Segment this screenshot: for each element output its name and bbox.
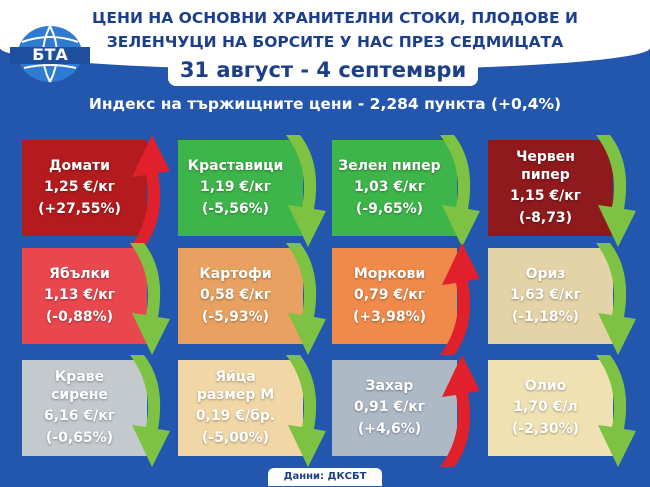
card-price: 0,91 €/кг <box>353 399 426 416</box>
card-price: 1,25 €/кг <box>43 179 116 196</box>
card: Картофи 0,58 €/кг (-5,93%) <box>178 248 303 344</box>
card-price: 0,19 €/бр. <box>195 408 276 424</box>
card-price: 6,16 €/кг <box>43 408 116 424</box>
title-line: ЦЕНИ НА ОСНОВНИ ХРАНИТЕЛНИ СТОКИ, ПЛОДОВ… <box>92 9 578 27</box>
arrow-up <box>440 355 480 467</box>
card-name: Моркови <box>353 265 426 282</box>
card-price: 1,15 €/кг <box>509 188 582 204</box>
card: Червен пипер 1,15 €/кг (-8,73) <box>488 140 613 236</box>
title-line: ЗЕЛЕНЧУЦИ НА БОРСИТЕ У НАС ПРЕЗ СЕДМИЦАТ… <box>106 33 564 51</box>
card-price: 1,63 €/кг <box>509 287 582 304</box>
card-name: Захар <box>365 377 414 394</box>
arrow-down <box>130 243 170 355</box>
card-change: (-2,30%) <box>511 420 580 437</box>
card-price: 1,03 €/кг <box>353 179 426 196</box>
arrow-down <box>130 355 170 467</box>
card: Моркови 0,79 €/кг (+3,98%) <box>332 248 457 344</box>
card-name: Олио <box>524 377 567 394</box>
card-change: (+4,6%) <box>357 420 422 437</box>
card: Зелен пипер 1,03 €/кг (-9,65%) <box>332 140 457 236</box>
card-change: (-9,65%) <box>355 200 424 217</box>
index: Индекс на тържищните цени - 2,284 пункта… <box>88 95 562 113</box>
arrow-down <box>286 243 326 355</box>
card-name: Зелен пипер <box>338 157 441 174</box>
card-name: Картофи <box>199 265 272 282</box>
arrow-down <box>286 135 326 247</box>
card-price: 1,19 €/кг <box>199 179 272 196</box>
card-name: Яйца размер М <box>196 369 275 403</box>
card-price: 0,58 €/кг <box>199 287 272 304</box>
card-change: (+27,55%) <box>38 200 121 217</box>
card-price: 1,13 €/кг <box>43 287 116 304</box>
arrow-down <box>596 355 636 467</box>
card-name: Ориз <box>525 265 566 282</box>
card-change: (-5,93%) <box>201 308 270 325</box>
arrow-down <box>596 243 636 355</box>
logo: БТА <box>10 25 90 83</box>
card: Яйца размер М 0,19 €/бр. (-5,00%) <box>178 360 303 456</box>
card: Краве сирене 6,16 €/кг (-0,65%) <box>22 360 147 456</box>
card: Олио 1,70 €/л (-2,30%) <box>488 360 613 456</box>
arrow-up <box>440 243 480 355</box>
card-change: (-1,18%) <box>511 308 580 325</box>
card-change: (-0,65%) <box>45 429 114 446</box>
card-name: Краставици <box>187 157 284 174</box>
card-change: (-0,88%) <box>45 308 114 325</box>
card: Захар 0,91 €/кг (+4,6%) <box>332 360 457 456</box>
card-name: Червен пипер <box>516 149 575 183</box>
arrow-down <box>286 355 326 467</box>
arrow-down <box>440 135 480 247</box>
card-name: Домати <box>49 157 110 174</box>
arrow-down <box>596 135 636 247</box>
card-change: (-8,73) <box>518 209 573 226</box>
card-change: (+3,98%) <box>352 308 427 325</box>
card: Домати 1,25 €/кг (+27,55%) <box>22 140 147 236</box>
card: Ябълки 1,13 €/кг (-0,88%) <box>22 248 147 344</box>
card-change: (-5,56%) <box>201 200 270 217</box>
card: Ориз 1,63 €/кг (-1,18%) <box>488 248 613 344</box>
card: Краставици 1,19 €/кг (-5,56%) <box>178 140 303 236</box>
card-change: (-5,00%) <box>201 429 270 446</box>
arrow-up <box>130 135 170 247</box>
card-price: 0,79 €/кг <box>353 287 426 304</box>
date: 31 август - 4 септември <box>168 54 478 86</box>
source: Данни: ДКСБТ <box>268 468 382 486</box>
card-name: Краве сирене <box>51 369 108 403</box>
logo-text: БТА <box>32 45 68 64</box>
card-price: 1,70 €/л <box>513 399 578 416</box>
card-name: Ябълки <box>49 265 110 282</box>
